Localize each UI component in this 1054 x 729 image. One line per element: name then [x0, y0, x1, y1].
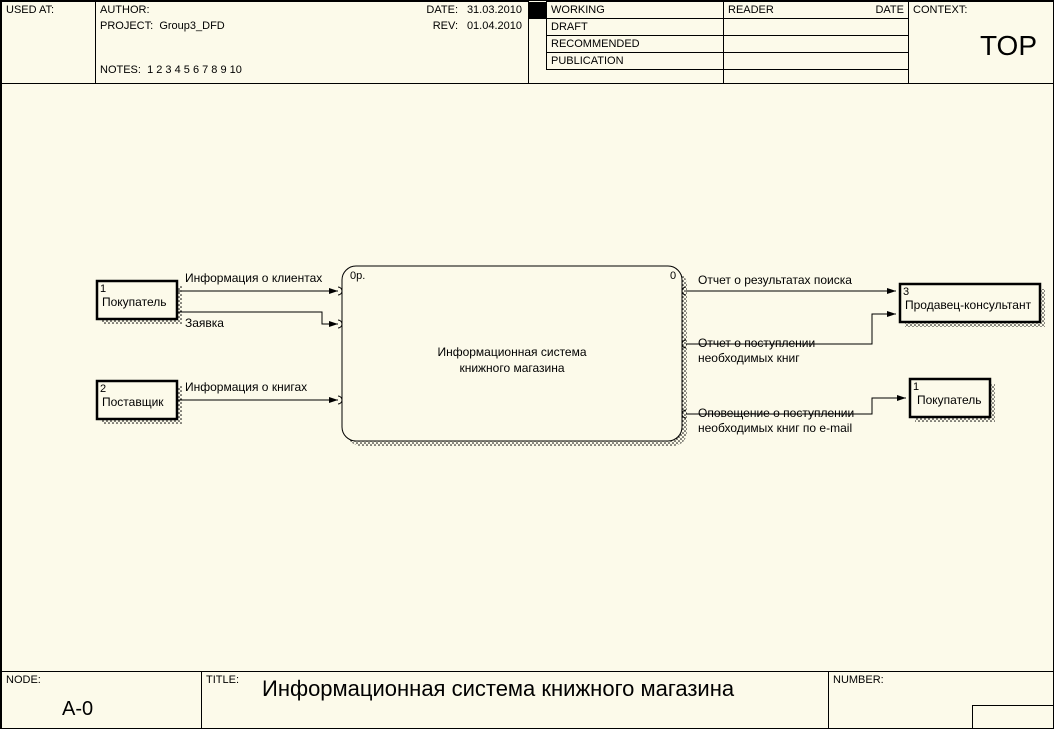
proc-line2: книжного магазина: [459, 361, 564, 375]
hdr-context: CONTEXT: TOP: [908, 1, 1054, 84]
node-label: NODE:: [6, 674, 41, 686]
working-text: WORKING: [551, 4, 605, 16]
hdr-reader-3: [723, 35, 909, 53]
rev-value: 01.04.2010: [467, 20, 522, 32]
flow-f1-tunnel: [338, 287, 342, 295]
hdr-working: WORKING: [546, 1, 724, 19]
e1-num: 1: [100, 283, 106, 295]
context-label: CONTEXT:: [913, 4, 967, 16]
e2-label: Поставщик: [102, 395, 164, 409]
draft-text: DRAFT: [551, 21, 588, 33]
ftr-node: NODE: A-0: [1, 671, 202, 729]
reader-label: READER: [728, 4, 774, 16]
recommended-text: RECOMMENDED: [551, 38, 640, 50]
flow-f6a-label: Оповещение о поступлении: [698, 406, 854, 420]
author-label: AUTHOR:: [100, 4, 150, 16]
hdr-draft: DRAFT: [546, 18, 724, 36]
ftr-title: TITLE: Информационная система книжного м…: [201, 671, 829, 729]
status-marker: [529, 2, 546, 19]
project-value: Group3_DFD: [159, 20, 224, 32]
flow-f4-label: Отчет о результатах поиска: [698, 273, 852, 287]
hdr-reader-4: [723, 52, 909, 70]
hdr-status-bottom: [528, 69, 724, 84]
proc-line1: Информационная система: [437, 345, 586, 359]
e2-num: 2: [100, 383, 106, 395]
hdr-recommended: RECOMMENDED: [546, 35, 724, 53]
flow-f3-label: Информация о книгах: [185, 380, 307, 394]
e1-label: Покупатель: [102, 295, 166, 309]
context-value: TOP: [980, 30, 1037, 62]
flow-f6b-label: необходимых книг по e-mail: [698, 421, 852, 435]
reader-date-label: DATE: [875, 4, 904, 16]
flow-f2-label: Заявка: [185, 316, 224, 330]
proc-id-right: 0: [670, 270, 676, 282]
hdr-reader-2: [723, 18, 909, 36]
publication-text: PUBLICATION: [551, 55, 624, 67]
node-value: A-0: [62, 698, 93, 721]
flow-f5b-label: необходимых книг: [698, 351, 800, 365]
date-value: 31.03.2010: [467, 4, 522, 16]
hdr-author-block: AUTHOR: PROJECT: Group3_DFD NOTES: 1 2 3…: [95, 1, 529, 84]
flow-f3-tunnel: [338, 396, 342, 404]
e4-label: Покупатель: [917, 393, 981, 407]
e3-num: 3: [903, 286, 909, 298]
diagram-area: 1 Покупатель 2 Поставщик 0р. 0 Информаци…: [1, 83, 1054, 672]
rev-label: REV:: [433, 20, 458, 32]
title-label: TITLE:: [206, 674, 239, 686]
date-label: DATE:: [426, 4, 458, 16]
proc-id-left: 0р.: [350, 270, 365, 282]
flow-f1-label: Информация о клиентах: [185, 271, 322, 285]
idef0-page: USED AT: AUTHOR: PROJECT: Group3_DFD NOT…: [0, 0, 1054, 729]
flow-f5a-label: Отчет о поступлении: [698, 336, 815, 350]
title-value: Информационная система книжного магазина: [262, 676, 734, 702]
hdr-publication: PUBLICATION: [546, 52, 724, 70]
flow-f2-tunnel: [338, 320, 342, 328]
hdr-used-at: USED AT:: [1, 1, 96, 84]
ftr-number: NUMBER:: [828, 671, 1054, 729]
diagram-svg: 1 Покупатель 2 Поставщик 0р. 0 Информаци…: [2, 84, 1054, 673]
number-subbox: [972, 705, 1053, 728]
notes-value: 1 2 3 4 5 6 7 8 9 10: [147, 64, 242, 76]
e4-num: 1: [913, 381, 919, 393]
hdr-reader: READER DATE: [723, 1, 909, 19]
used-at-label: USED AT:: [6, 4, 54, 16]
e3-label: Продавец-консультант: [905, 298, 1032, 312]
hdr-reader-5: [723, 69, 909, 84]
number-label: NUMBER:: [833, 674, 884, 686]
notes-label: NOTES:: [100, 64, 141, 76]
project-label: PROJECT:: [100, 20, 153, 32]
